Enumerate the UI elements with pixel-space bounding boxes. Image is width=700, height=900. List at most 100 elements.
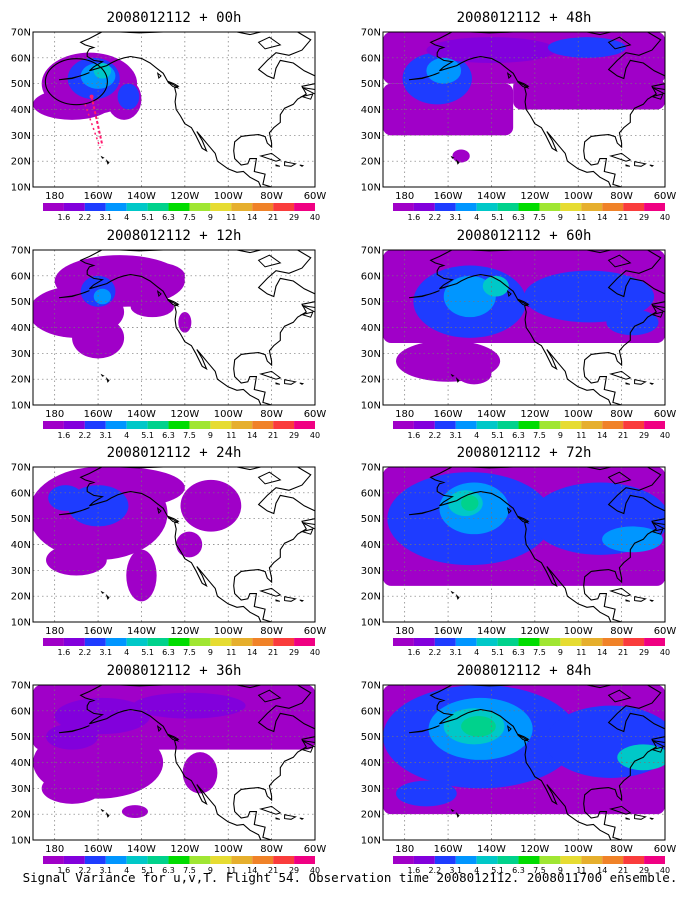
colorbar-label: 5.1 — [141, 213, 154, 222]
colorbar-swatch — [581, 203, 603, 211]
colorbar-swatch — [189, 856, 211, 864]
colorbar-label: 11 — [576, 213, 586, 222]
colorbar-label: 9 — [208, 213, 213, 222]
colorbar-swatch — [210, 856, 232, 864]
colorbar-label: 40 — [660, 431, 670, 440]
lon-label: 100W — [564, 191, 593, 202]
coastline — [408, 467, 665, 622]
colorbar-label: 11 — [576, 866, 586, 875]
colorbar-swatch — [539, 203, 561, 211]
colorbar-label: 2.2 — [78, 648, 91, 657]
colorbar-swatch — [231, 638, 253, 646]
colorbar-label: 21 — [268, 431, 278, 440]
panel-title-00h: 2008012112 + 00h — [107, 10, 242, 26]
colorbar-label: 6.3 — [162, 431, 175, 440]
colorbar-swatch — [393, 421, 414, 429]
colorbar-36h: 1.6 2.2 3.1 4 5.1 6.3 7.5 9 11 14 21 29 40 — [43, 856, 320, 875]
colorbar-label: 9 — [208, 431, 213, 440]
colorbar-swatch — [602, 638, 624, 646]
colorbar-swatch — [518, 638, 540, 646]
colorbar-swatch — [413, 421, 435, 429]
lon-label: 180 — [395, 626, 414, 637]
lon-label: 120W — [170, 626, 199, 637]
colorbar-label: 9 — [208, 866, 213, 875]
colorbar-swatch — [294, 203, 315, 211]
colorbar-label: 11 — [226, 431, 236, 440]
colorbar-label: 29 — [289, 648, 299, 657]
colorbar-label: 1.6 — [408, 648, 421, 657]
colorbar-swatch — [623, 638, 645, 646]
colorbar-label: 4 — [124, 213, 129, 222]
colorbar-swatch — [126, 856, 148, 864]
colorbar-swatch — [623, 856, 645, 864]
colorbar-swatch — [623, 203, 645, 211]
colorbar-swatch — [476, 421, 498, 429]
colorbar-label: 21 — [268, 213, 278, 222]
coastline — [408, 685, 665, 840]
lon-label: 120W — [170, 844, 199, 855]
colorbar-swatch — [644, 856, 665, 864]
colorbar-swatch — [147, 421, 169, 429]
colorbar-label: 6.3 — [512, 431, 525, 440]
colorbar-swatch — [126, 421, 148, 429]
colorbar-label: 29 — [289, 213, 299, 222]
colorbar-label: 9 — [558, 866, 563, 875]
lat-label: 40N — [11, 540, 31, 551]
lon-label: 160W — [84, 409, 113, 420]
lat-label: 60N — [361, 53, 381, 64]
colorbar-swatch — [455, 638, 477, 646]
lon-label: 160W — [84, 191, 113, 202]
colorbar-label: 7.5 — [183, 648, 196, 657]
colorbar-swatch — [497, 856, 519, 864]
lat-label: 10N — [361, 401, 381, 412]
colorbar-swatch — [518, 421, 540, 429]
lat-label: 10N — [361, 618, 381, 629]
lat-label: 30N — [361, 349, 381, 360]
lon-label: 140W — [127, 844, 156, 855]
colorbar-label: 11 — [226, 866, 236, 875]
lon-label: 80W — [610, 191, 633, 202]
colorbar-label: 4 — [474, 213, 479, 222]
map-frame — [382, 684, 666, 841]
lat-label: 20N — [361, 157, 381, 168]
lon-label: 60W — [654, 409, 677, 420]
lon-label: 160W — [434, 191, 463, 202]
colorbar-swatch — [644, 203, 665, 211]
colorbar-swatch — [518, 856, 540, 864]
lon-label: 180 — [395, 409, 414, 420]
colorbar-label: 21 — [268, 648, 278, 657]
colorbar-label: 9 — [558, 213, 563, 222]
colorbar-swatch — [413, 638, 435, 646]
colorbar-swatch — [413, 203, 435, 211]
lat-label: 10N — [11, 836, 31, 847]
colorbar-label: 4 — [124, 866, 129, 875]
panel-title-12h: 2008012112 + 12h — [107, 228, 242, 244]
panel-title-60h: 2008012112 + 60h — [457, 228, 592, 244]
lon-label: 60W — [654, 626, 677, 637]
colorbar-swatch — [539, 638, 561, 646]
colorbar-label: 14 — [597, 648, 607, 657]
colorbar-swatch — [252, 203, 274, 211]
variance-field-84h — [383, 685, 665, 815]
colorbar-label: 14 — [247, 866, 257, 875]
colorbar-label: 2.2 — [428, 213, 441, 222]
lat-label: 40N — [361, 540, 381, 551]
colorbar-swatch — [560, 203, 582, 211]
lat-label: 50N — [11, 732, 31, 743]
colorbar-swatch — [581, 856, 603, 864]
lon-label: 120W — [520, 191, 549, 202]
lat-label: 50N — [11, 79, 31, 90]
lon-label: 120W — [520, 844, 549, 855]
lon-label: 140W — [477, 844, 506, 855]
colorbar-label: 5.1 — [491, 213, 504, 222]
colorbar-swatch — [560, 856, 582, 864]
colorbar-48h: 1.6 2.2 3.1 4 5.1 6.3 7.5 9 11 14 21 29 40 — [393, 203, 670, 222]
colorbar-swatch — [294, 638, 315, 646]
colorbar-label: 40 — [660, 866, 670, 875]
colorbar-swatch — [168, 203, 190, 211]
lat-label: 70N — [11, 28, 31, 39]
lon-label: 100W — [214, 409, 243, 420]
lon-label: 140W — [127, 626, 156, 637]
lon-label: 180 — [45, 191, 64, 202]
lon-label: 120W — [170, 409, 199, 420]
